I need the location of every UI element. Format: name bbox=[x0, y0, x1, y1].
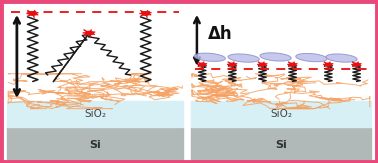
Bar bbox=[8, 101, 183, 127]
Text: SiO₂: SiO₂ bbox=[270, 109, 292, 119]
Circle shape bbox=[229, 63, 235, 66]
Bar bbox=[191, 127, 370, 162]
Text: Δh: Δh bbox=[208, 25, 233, 43]
Text: Si: Si bbox=[89, 140, 101, 149]
Bar bbox=[191, 101, 370, 127]
Ellipse shape bbox=[260, 53, 291, 61]
Ellipse shape bbox=[194, 53, 225, 61]
Ellipse shape bbox=[228, 54, 259, 62]
Ellipse shape bbox=[326, 54, 357, 62]
Ellipse shape bbox=[296, 53, 327, 62]
Text: Si: Si bbox=[275, 140, 287, 149]
Circle shape bbox=[29, 12, 36, 15]
Circle shape bbox=[259, 63, 265, 66]
Circle shape bbox=[325, 63, 332, 66]
Circle shape bbox=[290, 63, 296, 66]
Circle shape bbox=[199, 63, 205, 66]
Circle shape bbox=[142, 12, 149, 15]
Text: SiO₂: SiO₂ bbox=[84, 109, 106, 119]
Bar bbox=[8, 127, 183, 162]
Circle shape bbox=[353, 63, 359, 66]
Circle shape bbox=[85, 31, 93, 35]
